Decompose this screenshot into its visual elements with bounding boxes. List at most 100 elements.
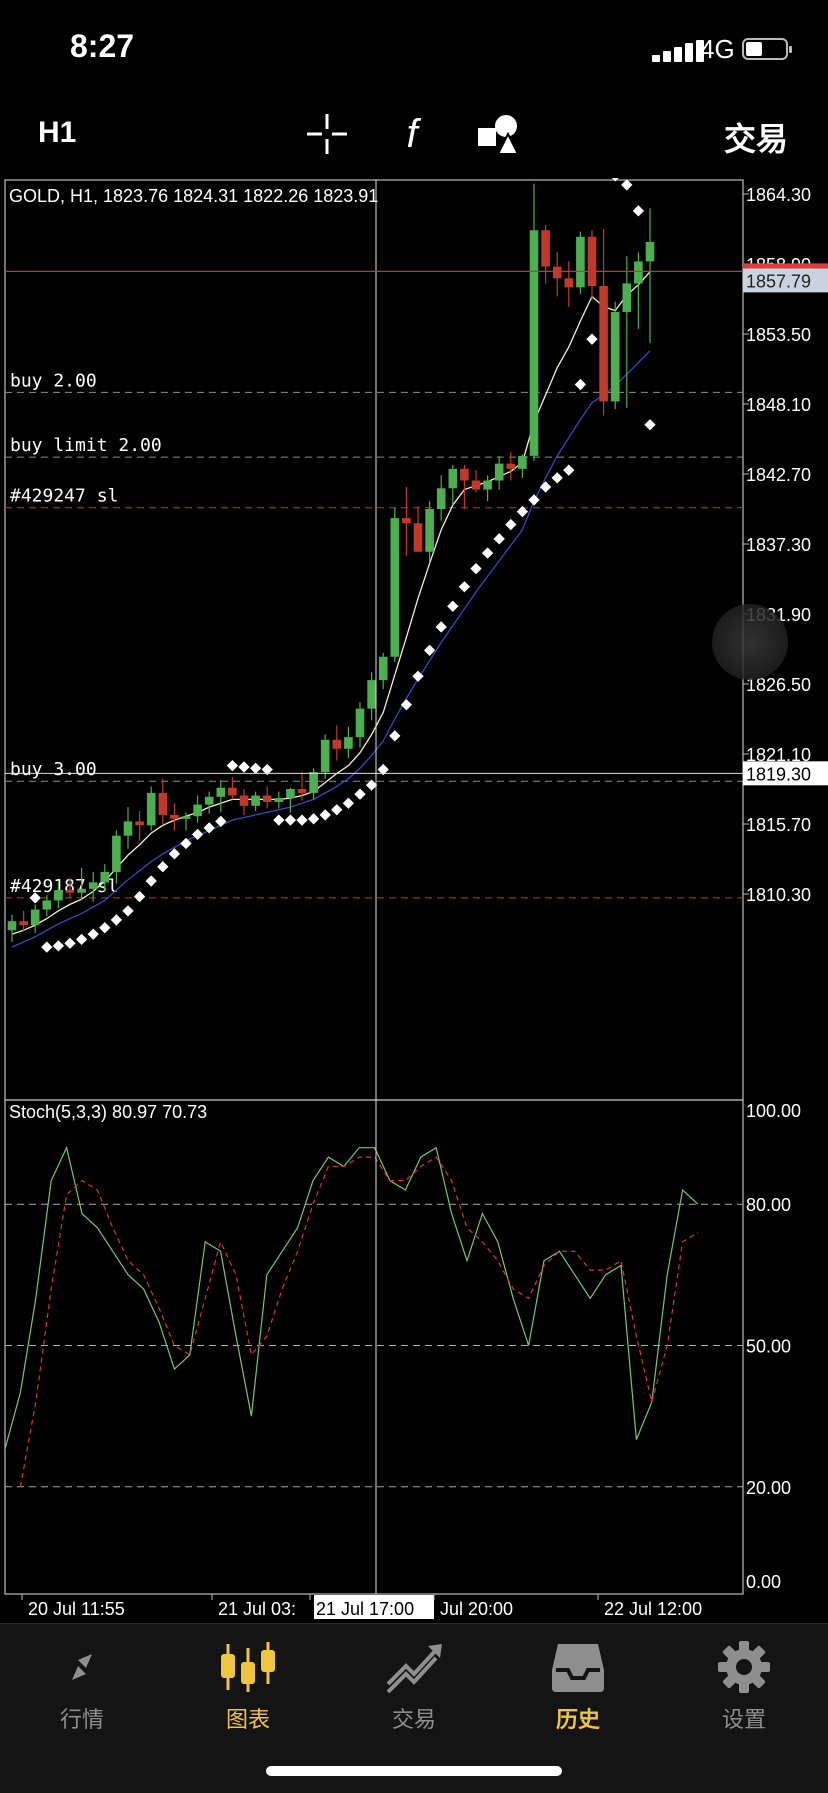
bull-candle [77,888,86,893]
time-tick-label: 20 Jul 11:55 [28,1599,125,1619]
sar-dot [145,875,157,887]
stoch-frame [4,1099,744,1595]
stoch-level-label: 80.00 [746,1195,791,1215]
price-tick-label: 1815.70 [746,815,811,835]
price-tick-label: 1848.10 [746,395,811,415]
trade-button[interactable]: 交易 [723,121,788,157]
bear-candle [228,787,237,796]
stoch-level-label: 50.00 [746,1337,791,1357]
stoch-level-label: 0.00 [746,1572,781,1592]
sar-dot [342,797,355,809]
bull-candle [494,463,504,481]
bear-candle [460,468,469,481]
stoch-level-label: 100.00 [746,1101,801,1121]
main-chart-frame [4,179,744,1101]
stoch-level-label: 20.00 [746,1478,791,1498]
time-tick-label: 22 Jul 12:00 [604,1599,702,1619]
history-icon [552,1644,604,1692]
network-type: 4G [700,34,735,64]
sar-dot [447,600,459,612]
tab-quotes[interactable]: 行情 [22,1640,142,1734]
tab-settings[interactable]: 设置 [684,1640,804,1734]
price-tick-label: 1837.30 [746,535,811,555]
tab-history[interactable]: 历史 [518,1640,638,1734]
bear-candle [262,795,272,802]
bull-candle [193,804,202,817]
order-lines: buy 2.00 buy limit 2.00 #429247 sl buy 3.00… [5,370,743,899]
bull-candle [529,230,539,456]
sar-dot [307,813,320,825]
price-chart[interactable]: 1864.301858.901853.501848.101842.701837.… [0,161,828,1623]
bull-candle [100,871,110,883]
stochastic-oscillator: 100.00 80.00 50.00 20.00 0.00 [4,1101,801,1592]
slow-ma-line [11,350,651,948]
current-price-badge [743,268,828,293]
sar-dot [168,848,181,860]
bull-candle [204,796,214,805]
bull-candle [576,236,585,288]
price-tick-label: 1864.30 [746,185,811,205]
objects-icon[interactable] [476,112,520,156]
chart-canvas[interactable]: 1864.301858.901853.501848.101842.701837.… [0,161,828,1623]
order-line-label: #429187 sl [10,876,118,897]
timeframe-button[interactable]: H1 [38,116,77,149]
bear-candle [552,266,562,279]
candles [7,183,655,942]
tab-trade[interactable]: 交易 [354,1640,474,1734]
sar-dot [296,814,308,826]
price-tick-label: 1853.50 [746,325,811,345]
order-line-label: buy limit 2.00 [10,435,162,456]
sar-dot [64,937,76,949]
tab-chart[interactable]: 图表 [188,1640,308,1734]
bear-candle [158,792,168,815]
bull-candle [7,921,17,931]
bear-candle [170,814,179,819]
sar-dot [435,621,447,633]
time-axis: 20 Jul 11:55 21 Jul 03: 21 Jul 17:00 Jul 20… [21,1594,702,1619]
bull-candle [54,890,63,901]
bear-candle [599,286,608,402]
sar-dot [539,481,552,493]
sar-dot [493,533,505,545]
bull-candle [425,509,434,552]
bull-candle [30,909,40,926]
bull-candle [251,795,260,806]
bear-candle [65,890,75,893]
bull-candle [436,488,446,509]
crosshair-icon[interactable] [305,112,349,156]
bull-candle [181,816,191,819]
bear-candle [19,921,28,926]
bull-candle [286,789,295,799]
bear-candle [413,523,423,552]
bull-candle [320,739,330,773]
sar-dot [470,562,482,575]
sar-dot [52,940,65,952]
sar-dot [331,804,343,816]
trade-icon [386,1644,442,1694]
chart-toolbar: H1 f 交易 [0,100,828,178]
order-line-label: #429247 sl [10,486,118,507]
sar-dot [458,581,471,593]
order-line-label: buy 3.00 [10,759,97,780]
sar-dot [505,518,517,531]
price-tick-label: 1810.30 [746,885,811,905]
bull-candle [274,798,284,802]
sar-dot [423,644,436,656]
quotes-icon [56,1644,108,1690]
order-line-label: buy 2.00 [10,370,97,391]
bear-candle [239,795,249,806]
bear-candle [564,278,574,288]
bear-candle [297,789,307,793]
price-tick-label: 1842.70 [746,465,811,485]
floating-assistive-button[interactable] [712,604,788,680]
sar-dot [516,505,529,518]
bull-candle [645,241,655,262]
sar-dot [354,788,366,800]
sar-dot [75,933,88,946]
sar-dot [157,861,169,873]
bull-candle [390,518,400,657]
indicators-icon[interactable]: f [390,112,434,156]
sar-dot [586,333,598,345]
sar-dot [319,809,331,821]
stoch-main-line [4,1145,699,1450]
